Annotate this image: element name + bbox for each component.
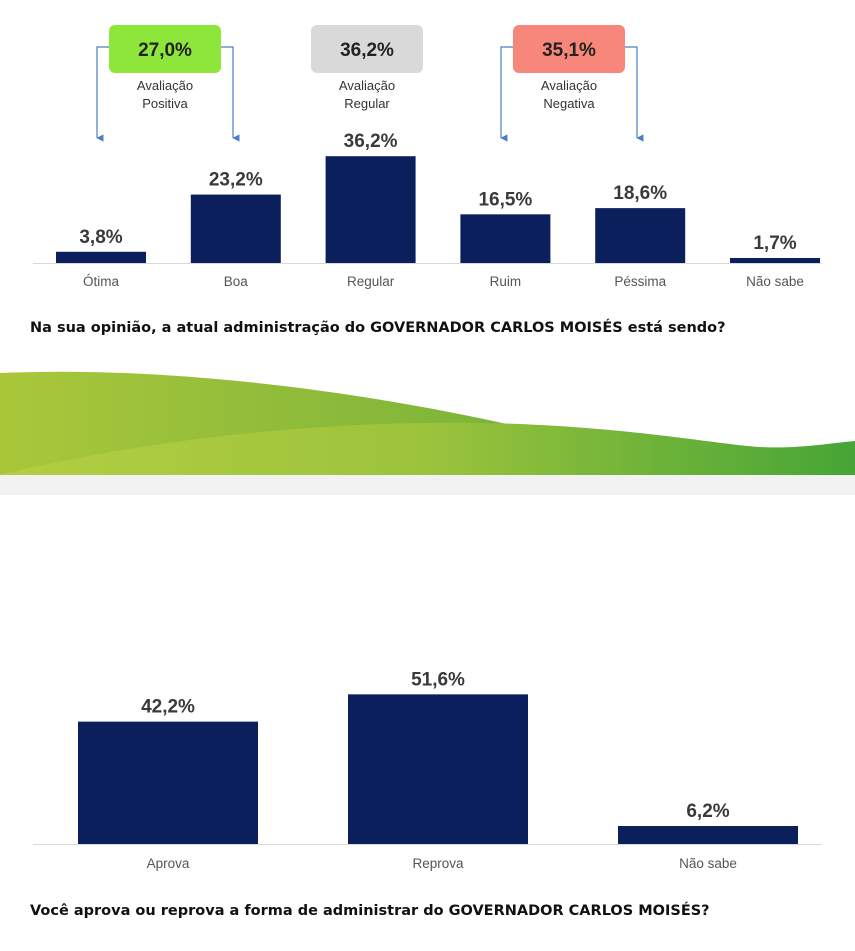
- bar-nao-sabe: [618, 826, 798, 844]
- bar-regular: [325, 156, 416, 263]
- summary-value-regular: 36,2%: [340, 40, 394, 61]
- bar-boa: [190, 194, 281, 263]
- data-label-otima: 3,8%: [79, 227, 122, 248]
- category-label-nao-sabe: Não sabe: [679, 856, 737, 871]
- summary-box-positiva: [109, 25, 221, 73]
- bar-otima: [56, 251, 146, 263]
- category-label-ruim: Ruim: [490, 274, 522, 289]
- category-label-otima: Ótima: [83, 274, 119, 289]
- summary-label-line1-positiva: Avaliação: [137, 78, 193, 93]
- data-label-ruim: 16,5%: [478, 189, 532, 210]
- category-label-nao-sabe: Não sabe: [746, 274, 804, 289]
- summary-label-line2-regular: Regular: [344, 96, 390, 111]
- summary-label-line2-positiva: Positiva: [142, 96, 188, 111]
- summary-label-line1-negativa: Avaliação: [541, 78, 597, 93]
- bracket-arrow-positive-right: [221, 46, 240, 142]
- approval-chart: 42,2% Aprova 51,6% Reprova 6,2% Não sabe: [33, 669, 822, 871]
- wave-front: [0, 422, 855, 475]
- bar-pessima: [595, 208, 686, 263]
- summary-label-line1-regular: Avaliação: [339, 78, 395, 93]
- category-label-aprova: Aprova: [147, 856, 190, 871]
- bar-nao-sabe: [730, 257, 820, 263]
- category-label-reprova: Reprova: [412, 856, 464, 871]
- question-1-title: Na sua opinião, a atual administração do…: [30, 320, 726, 336]
- data-label-regular: 36,2%: [344, 131, 398, 152]
- summary-value-negativa: 35,1%: [542, 40, 596, 61]
- bracket-arrow-negative-left: [500, 46, 513, 142]
- wave-shadow-strip: [0, 475, 855, 495]
- summary-value-positiva: 27,0%: [138, 40, 192, 61]
- data-label-nao-sabe: 1,7%: [753, 233, 796, 254]
- summary-box-regular: [311, 25, 423, 73]
- category-label-regular: Regular: [347, 274, 395, 289]
- decorative-wave-banner: [0, 371, 855, 495]
- question-2-title: Você aprova ou reprova a forma de admini…: [30, 903, 710, 919]
- bar-ruim: [460, 214, 551, 263]
- data-label-pessima: 18,6%: [613, 183, 667, 204]
- data-label-nao-sabe: 6,2%: [686, 801, 729, 822]
- rating-chart: 27,0% Avaliação Positiva 36,2% Avaliação Regu…: [33, 25, 822, 289]
- data-label-reprova: 51,6%: [411, 669, 465, 690]
- bracket-arrow-positive-left: [96, 46, 109, 142]
- summary-label-line2-negativa: Negativa: [543, 96, 595, 111]
- bars-rating: 3,8% Ótima 23,2% Boa 36,2% Regular 16,5% Ruim 18…: [56, 131, 820, 289]
- bars-approval: 42,2% Aprova 51,6% Reprova 6,2% Não sabe: [78, 669, 798, 871]
- bar-aprova: [78, 721, 258, 844]
- category-label-boa: Boa: [224, 274, 249, 289]
- summary-boxes: 27,0% Avaliação Positiva 36,2% Avaliação Regu…: [96, 25, 644, 142]
- category-label-pessima: Péssima: [614, 274, 666, 289]
- bar-reprova: [348, 694, 528, 844]
- summary-box-negativa: [513, 25, 625, 73]
- bracket-arrow-negative-right: [625, 46, 644, 142]
- data-label-boa: 23,2%: [209, 170, 263, 191]
- data-label-aprova: 42,2%: [141, 697, 195, 718]
